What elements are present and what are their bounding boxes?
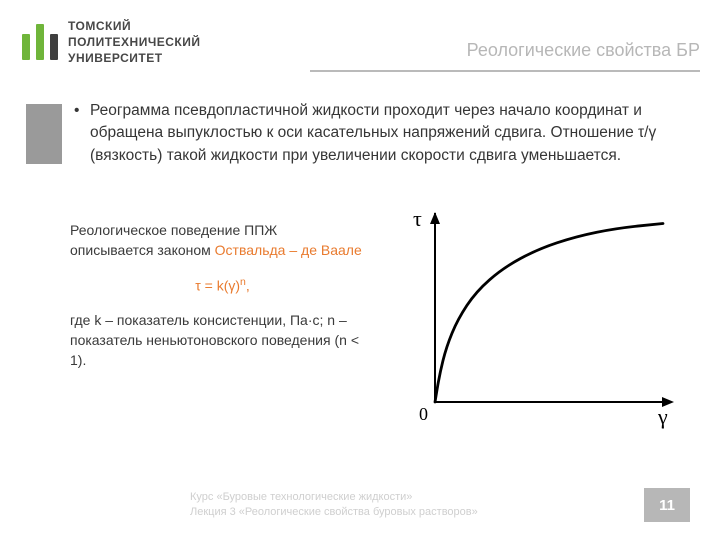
svg-text:τ: τ — [413, 206, 422, 231]
logo-bar — [22, 34, 30, 60]
where-text: где k – показатель консистенции, Па·с; n… — [70, 310, 375, 371]
university-logo: ТОМСКИЙ ПОЛИТЕХНИЧЕСКИЙ УНИВЕРСИТЕТ — [22, 18, 201, 67]
intro-line-2: описывается законом — [70, 242, 215, 258]
page-number: 11 — [644, 488, 690, 522]
svg-text:0: 0 — [419, 404, 428, 424]
main-bullet-text: • Реограмма псевдопластичной жидкости пр… — [90, 100, 690, 167]
law-name: Оствальда – де Ваале — [215, 242, 362, 258]
svg-text:γ: γ — [657, 404, 668, 429]
formula-body: τ = k(γ) — [195, 277, 240, 293]
formula: τ = k(γ)n, — [70, 275, 375, 296]
uni-line-2: ПОЛИТЕХНИЧЕСКИЙ — [68, 34, 201, 50]
slide-title: Реологические свойства БР — [467, 40, 700, 61]
formula-suffix: , — [246, 277, 250, 293]
footer-text: Курс «Буровые технологические жидкости» … — [190, 490, 478, 520]
rheology-chart: τ γ 0 — [395, 200, 675, 430]
logo-bar — [36, 24, 44, 60]
intro-line-1: Реологическое поведение ППЖ — [70, 222, 277, 238]
uni-line-1: ТОМСКИЙ — [68, 18, 201, 34]
uni-line-3: УНИВЕРСИТЕТ — [68, 50, 201, 66]
bullet-content: Реограмма псевдопластичной жидкости прох… — [90, 102, 656, 164]
slide-footer: Курс «Буровые технологические жидкости» … — [190, 488, 690, 522]
logo-bar — [50, 34, 58, 60]
logo-bars — [22, 24, 58, 60]
title-underline — [310, 70, 700, 72]
footer-line-1: Курс «Буровые технологические жидкости» — [190, 490, 478, 505]
university-name: ТОМСКИЙ ПОЛИТЕХНИЧЕСКИЙ УНИВЕРСИТЕТ — [68, 18, 201, 67]
left-text-block: Реологическое поведение ППЖ описывается … — [70, 220, 375, 370]
footer-line-2: Лекция 3 «Реологические свойства буровых… — [190, 505, 478, 520]
left-gray-block — [26, 104, 62, 164]
slide-header: ТОМСКИЙ ПОЛИТЕХНИЧЕСКИЙ УНИВЕРСИТЕТ Реол… — [0, 0, 720, 90]
bullet-icon: • — [74, 100, 79, 122]
